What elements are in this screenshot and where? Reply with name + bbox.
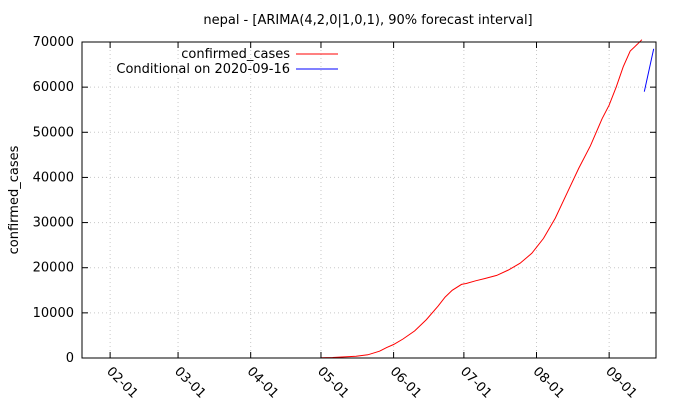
y-tick-label-3: 30000 xyxy=(33,216,74,231)
series-line-1 xyxy=(643,48,655,92)
legend: confirmed_cases Conditional on 2020-09-1… xyxy=(116,47,338,77)
y-tick-label-4: 40000 xyxy=(33,170,74,185)
plot-frame xyxy=(81,41,657,359)
x-tick-label-4: 06-01 xyxy=(387,364,424,400)
x-tick-label-2: 04-01 xyxy=(244,364,281,400)
grid xyxy=(82,42,656,358)
y-tick-label-6: 60000 xyxy=(33,80,74,95)
x-tick-label-7: 09-01 xyxy=(602,364,639,400)
x-tick-label-0: 02-01 xyxy=(103,364,140,400)
x-tick-label-5: 07-01 xyxy=(457,364,494,400)
legend-label-conditional: Conditional on 2020-09-16 xyxy=(116,62,290,77)
y-tick-label-1: 10000 xyxy=(33,306,74,321)
legend-label-confirmed-cases: confirmed_cases xyxy=(181,47,290,62)
y-axis-label: confirmed_cases xyxy=(7,145,22,254)
x-tick-label-3: 05-01 xyxy=(314,364,351,400)
x-tick-label-6: 08-01 xyxy=(530,364,567,400)
x-tick-label-1: 03-01 xyxy=(171,364,208,400)
series-line-0 xyxy=(320,39,643,359)
y-tick-label-5: 50000 xyxy=(33,125,74,140)
series-layer xyxy=(320,39,655,359)
y-tick-label-7: 70000 xyxy=(33,35,74,50)
y-tick-label-0: 0 xyxy=(66,351,74,366)
chart-title: nepal - [ARIMA(4,2,0|1,0,1), 90% forecas… xyxy=(203,13,532,28)
ticks: 0 10000 20000 30000 40000 50000 60000 70000 02-0… xyxy=(33,35,656,400)
y-tick-label-2: 20000 xyxy=(33,261,74,276)
